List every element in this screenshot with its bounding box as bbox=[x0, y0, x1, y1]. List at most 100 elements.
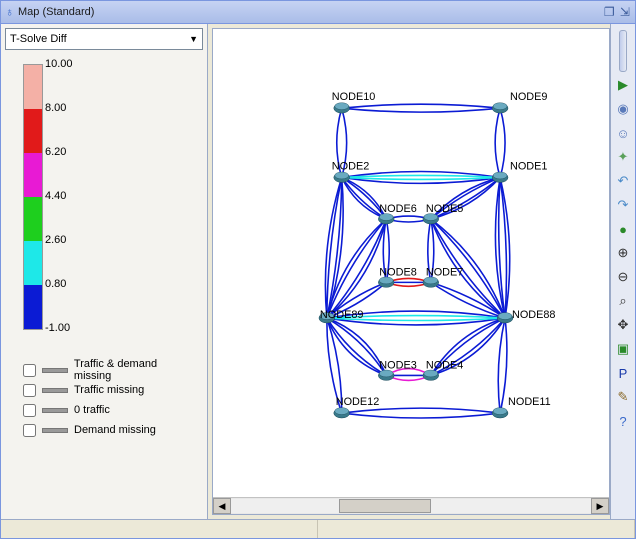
select-icon[interactable]: ▣ bbox=[612, 338, 634, 360]
node-label: NODE5 bbox=[426, 203, 463, 215]
edge[interactable] bbox=[342, 408, 500, 413]
legend-checkbox[interactable] bbox=[23, 364, 36, 377]
legend-item: Demand missing bbox=[23, 420, 197, 440]
colorbar-tick: 6.20 bbox=[45, 146, 66, 158]
legend-item: Traffic & demand missing bbox=[23, 360, 197, 380]
node[interactable]: NODE1 bbox=[492, 161, 547, 183]
colorbar-segment bbox=[24, 153, 42, 197]
node[interactable]: NODE7 bbox=[423, 266, 463, 287]
legend-checkbox[interactable] bbox=[23, 424, 36, 437]
legend-item: 0 traffic bbox=[23, 400, 197, 420]
node-label: NODE88 bbox=[512, 309, 556, 321]
zoom-in-icon[interactable]: ⊕ bbox=[612, 242, 634, 264]
node[interactable]: NODE3 bbox=[378, 360, 416, 381]
legend-label: Traffic missing bbox=[74, 384, 144, 396]
colorbar-segment bbox=[24, 285, 42, 329]
toolstrip: ▶◉☺✦↶↷●⊕⊖⌕✥▣P✎? bbox=[610, 24, 635, 519]
p-icon[interactable]: P bbox=[612, 362, 634, 384]
zoom-out-icon[interactable]: ⊖ bbox=[612, 266, 634, 288]
metric-dropdown-label: T-Solve Diff bbox=[10, 33, 67, 45]
edge[interactable] bbox=[342, 177, 500, 179]
edge[interactable] bbox=[327, 177, 342, 318]
toolstrip-scroll[interactable] bbox=[619, 30, 627, 72]
node[interactable]: NODE89 bbox=[319, 309, 364, 323]
colorbar-tick: -1.00 bbox=[45, 322, 70, 334]
edge[interactable] bbox=[495, 108, 500, 177]
map-area: NODE10 NODE9 NODE2 NODE1 NODE6 NODE5 NODE8 NODE… bbox=[208, 24, 635, 519]
legend-checkbox[interactable] bbox=[23, 404, 36, 417]
colorbar bbox=[23, 64, 43, 330]
edge[interactable] bbox=[500, 318, 507, 413]
colorbar-segment bbox=[24, 197, 42, 241]
wand-icon[interactable]: ✎ bbox=[612, 386, 634, 408]
legend-label: 0 traffic bbox=[74, 404, 110, 416]
network-canvas[interactable]: NODE10 NODE9 NODE2 NODE1 NODE6 NODE5 NODE8 NODE… bbox=[212, 28, 610, 515]
node-label: NODE9 bbox=[510, 91, 547, 103]
play-icon[interactable]: ▶ bbox=[612, 74, 634, 96]
node-label: NODE1 bbox=[510, 161, 547, 173]
scroll-thumb[interactable] bbox=[339, 499, 431, 513]
node-label: NODE10 bbox=[332, 91, 376, 103]
node[interactable]: NODE9 bbox=[492, 91, 547, 113]
colorbar-tick: 4.40 bbox=[45, 190, 66, 202]
node-label: NODE6 bbox=[379, 203, 416, 215]
colorbar-segment bbox=[24, 109, 42, 153]
scroll-track[interactable] bbox=[231, 499, 591, 513]
edge[interactable] bbox=[327, 177, 342, 318]
scroll-right-button[interactable]: ▶ bbox=[591, 498, 609, 514]
legend-swatch bbox=[42, 388, 68, 393]
scroll-left-button[interactable]: ◀ bbox=[213, 498, 231, 514]
legend-swatch bbox=[42, 408, 68, 413]
node[interactable]: NODE4 bbox=[423, 360, 463, 381]
edge[interactable] bbox=[342, 175, 500, 177]
legend: 10.008.006.204.402.600.80-1.00 Traffic &… bbox=[1, 54, 207, 519]
legend-swatch bbox=[42, 428, 68, 433]
edge[interactable] bbox=[342, 413, 500, 418]
edge[interactable] bbox=[327, 318, 386, 375]
sidebar: T-Solve Diff ▼ 10.008.006.204.402.600.80… bbox=[1, 24, 208, 519]
undo-icon[interactable]: ↶ bbox=[612, 170, 634, 192]
colorbar-tick: 2.60 bbox=[45, 234, 66, 246]
network-svg: NODE10 NODE9 NODE2 NODE1 NODE6 NODE5 NODE8 NODE… bbox=[213, 29, 609, 514]
colorbar-segment bbox=[24, 65, 42, 109]
statusbar bbox=[1, 519, 635, 538]
map-app-icon: ♁ bbox=[5, 5, 14, 19]
legend-label: Traffic & demand missing bbox=[74, 358, 197, 382]
colorbar-tick: 8.00 bbox=[45, 102, 66, 114]
edge[interactable] bbox=[327, 318, 386, 375]
redo-icon[interactable]: ↷ bbox=[612, 194, 634, 216]
node-label: NODE12 bbox=[336, 396, 380, 408]
globe-icon[interactable]: ◉ bbox=[612, 98, 634, 120]
node-label: NODE2 bbox=[332, 161, 369, 173]
edge[interactable] bbox=[342, 104, 500, 108]
legend-label: Demand missing bbox=[74, 424, 156, 436]
window-restore-button[interactable]: ❐ ⇲ bbox=[604, 5, 631, 19]
node[interactable]: NODE8 bbox=[378, 266, 416, 287]
edge[interactable] bbox=[498, 318, 505, 413]
edge[interactable] bbox=[327, 318, 386, 375]
move-icon[interactable]: ✥ bbox=[612, 314, 634, 336]
zoom-icon[interactable]: ⌕ bbox=[612, 290, 634, 312]
node-label: NODE89 bbox=[320, 309, 364, 321]
help-icon[interactable]: ? bbox=[612, 410, 634, 432]
node-label: NODE4 bbox=[426, 360, 463, 372]
edge[interactable] bbox=[500, 108, 505, 177]
sparkle-icon[interactable]: ✦ bbox=[612, 146, 634, 168]
node[interactable]: NODE5 bbox=[423, 203, 463, 224]
titlebar[interactable]: ♁ Map (Standard) ❐ ⇲ bbox=[1, 1, 635, 24]
user-icon[interactable]: ☺ bbox=[612, 122, 634, 144]
legend-item: Traffic missing bbox=[23, 380, 197, 400]
colorbar-tick: 10.00 bbox=[45, 58, 73, 70]
legend-checkbox[interactable] bbox=[23, 384, 36, 397]
horizontal-scrollbar[interactable]: ◀ ▶ bbox=[213, 497, 609, 514]
chevron-down-icon: ▼ bbox=[189, 34, 198, 44]
edge[interactable] bbox=[327, 318, 386, 375]
node-label: NODE3 bbox=[379, 360, 416, 372]
metric-dropdown[interactable]: T-Solve Diff ▼ bbox=[5, 28, 203, 50]
map-window: ♁ Map (Standard) ❐ ⇲ T-Solve Diff ▼ 10.0… bbox=[0, 0, 636, 539]
world-icon[interactable]: ● bbox=[612, 218, 634, 240]
legend-swatch bbox=[42, 368, 68, 373]
node-label: NODE7 bbox=[426, 266, 463, 278]
node-label: NODE8 bbox=[379, 266, 416, 278]
edge[interactable] bbox=[342, 108, 500, 112]
